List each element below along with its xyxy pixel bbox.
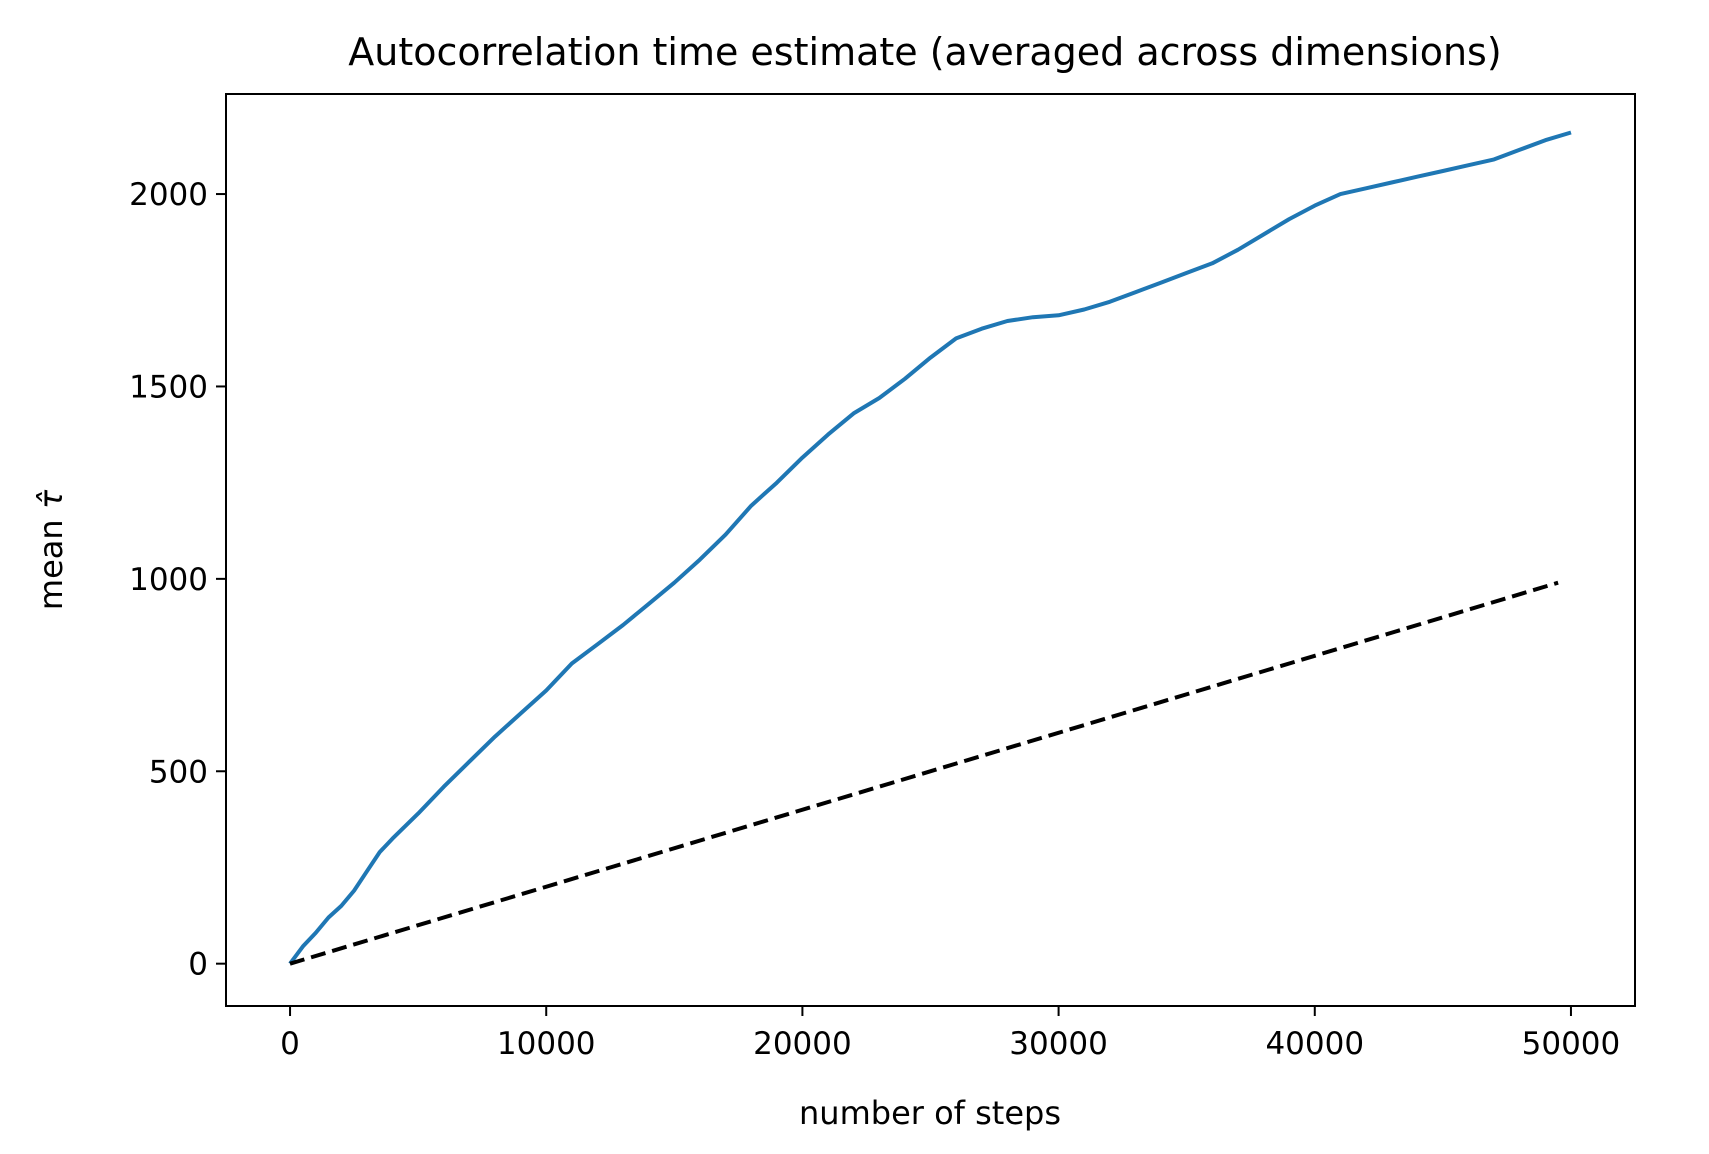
y-tick-label: 500 bbox=[149, 754, 208, 790]
x-tick-label: 20000 bbox=[753, 1026, 852, 1062]
x-tick-label: 10000 bbox=[497, 1026, 596, 1062]
y-tick-label: 0 bbox=[188, 947, 208, 983]
plot-frame bbox=[225, 93, 1636, 1007]
y-tick-label: 2000 bbox=[129, 177, 208, 213]
chart-title: Autocorrelation time estimate (averaged … bbox=[348, 30, 1501, 74]
x-tick-label: 50000 bbox=[1522, 1026, 1621, 1062]
x-axis: 0 10000 20000 30000 40000 50000 bbox=[280, 1006, 1620, 1062]
x-tick-label: 40000 bbox=[1265, 1026, 1364, 1062]
y-axis: 0 500 1000 1500 2000 bbox=[129, 177, 226, 983]
y-axis-label-text: mean bbox=[32, 509, 70, 610]
y-tick-label: 1000 bbox=[129, 562, 208, 598]
x-tick-label: 30000 bbox=[1009, 1026, 1108, 1062]
y-tick-label: 1500 bbox=[129, 369, 208, 405]
x-tick-label: 0 bbox=[280, 1026, 300, 1062]
series-line bbox=[288, 130, 1572, 965]
y-axis-label-symbol: τ̂ bbox=[32, 489, 70, 509]
reference-line bbox=[289, 580, 1559, 966]
x-axis-label: number of steps bbox=[799, 1094, 1061, 1132]
plot-lines bbox=[288, 130, 1572, 966]
y-axis-label: mean τ̂ bbox=[32, 489, 70, 610]
